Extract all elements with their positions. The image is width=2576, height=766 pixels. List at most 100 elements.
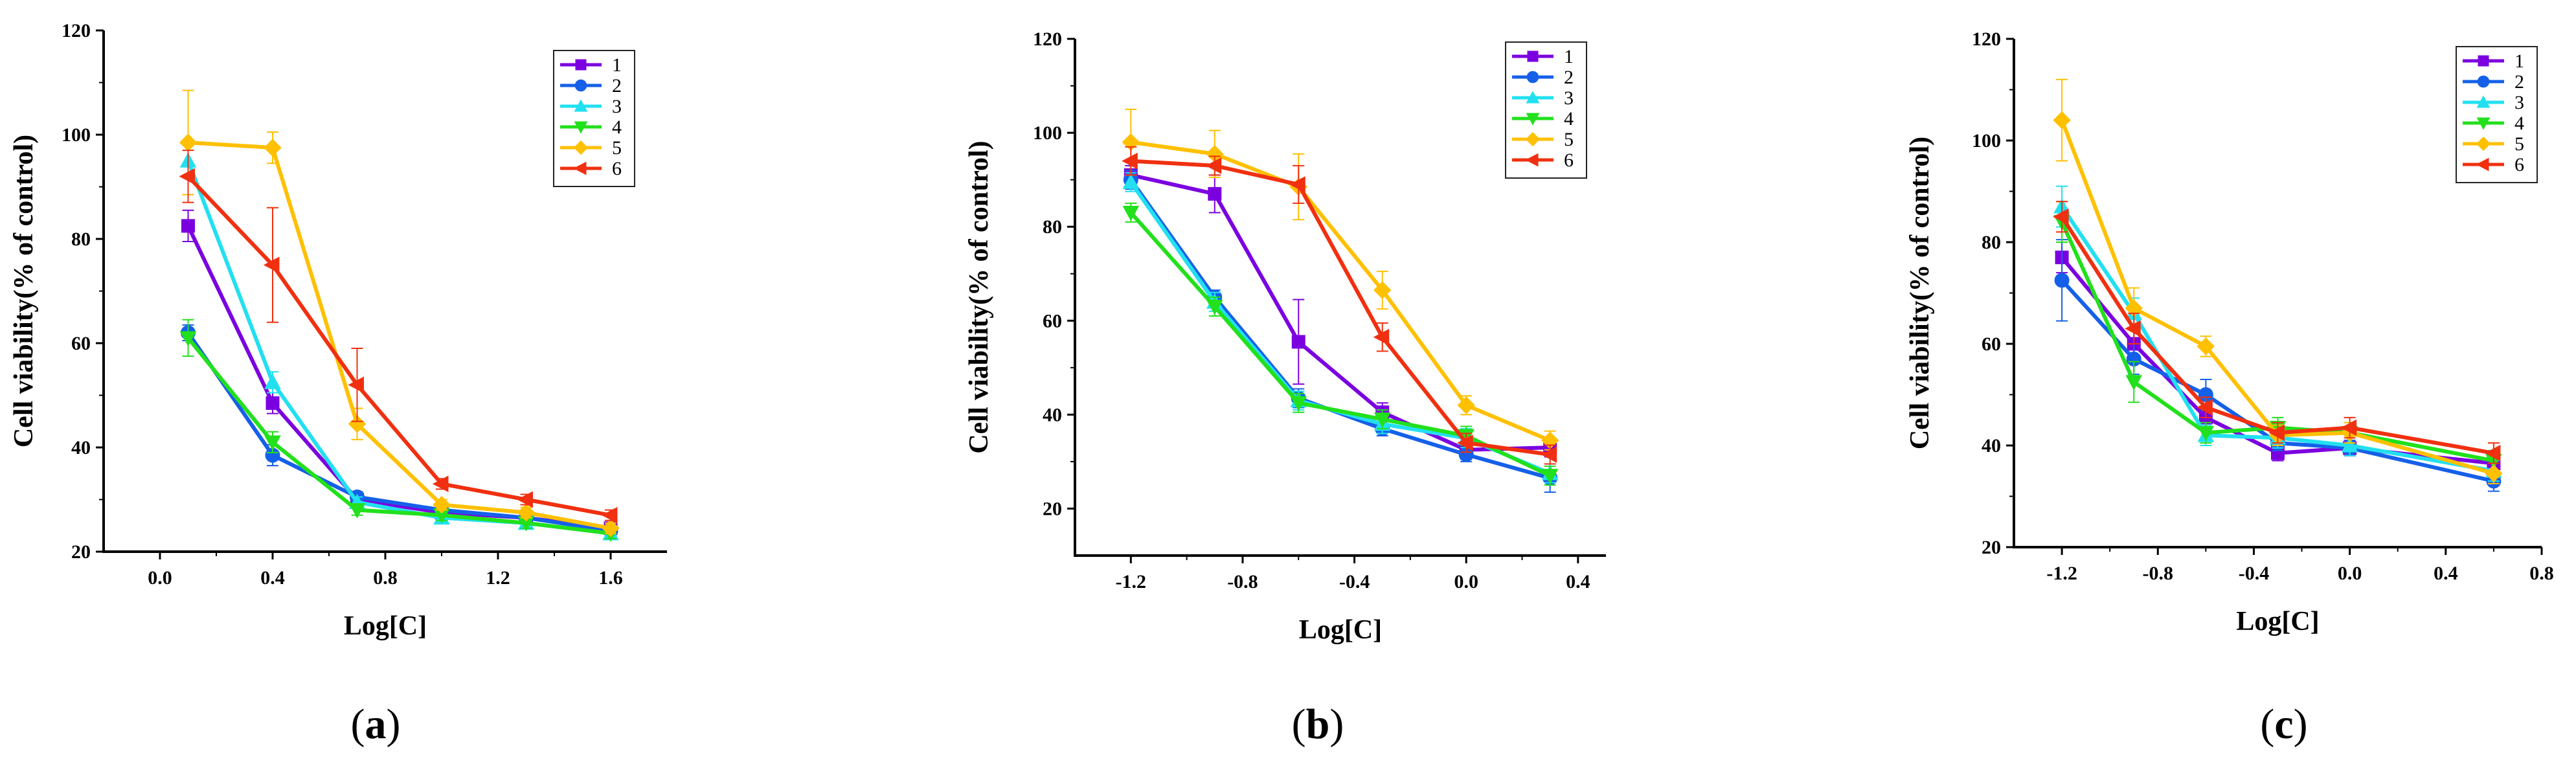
legend-marker <box>574 79 587 92</box>
chart-panel-3: -1.2 -0.8 -0.4 0.0 0.4 0.8 20 40 60 80 100 120 Log[C… <box>1905 28 2554 748</box>
y-axis-title: Cell viability(% of control) <box>9 135 39 447</box>
legend-label: 1 <box>612 54 622 76</box>
series-6 <box>1122 146 1557 465</box>
legend-marker <box>573 140 589 155</box>
legend-label: 2 <box>2514 71 2524 93</box>
series-6 <box>2053 201 2501 464</box>
series-line <box>186 337 611 535</box>
panel-label-close: ) <box>2294 701 2308 748</box>
data-point <box>2341 436 2358 453</box>
y-tick-label: 120 <box>1033 28 1062 50</box>
series-line <box>1130 140 1551 443</box>
data-point <box>264 435 281 451</box>
legend-label: 3 <box>612 96 622 117</box>
legend-marker <box>575 59 587 71</box>
series-line <box>186 332 611 533</box>
legend-marker <box>2478 55 2489 67</box>
x-axis-title: Log[C] <box>344 611 427 641</box>
data-point <box>2484 444 2501 462</box>
series-3 <box>179 144 619 541</box>
y-tick-label: 100 <box>1033 122 1062 144</box>
data-point <box>1208 186 1222 201</box>
series-line <box>1131 159 1551 456</box>
series-line <box>1129 181 1551 475</box>
legend-label: 5 <box>612 137 622 159</box>
x-axis-title: Log[C] <box>2236 607 2319 636</box>
x-tick-label: 1.2 <box>486 567 510 589</box>
legend-label: 2 <box>1564 67 1574 88</box>
series-line <box>2060 205 2494 473</box>
data-point <box>179 133 198 152</box>
legend-marker <box>1526 71 1539 84</box>
data-point <box>348 503 366 519</box>
x-axis-title: Log[C] <box>1299 615 1382 645</box>
data-point <box>179 331 197 346</box>
x-tick-label: -1.2 <box>2046 563 2077 584</box>
legend-label: 4 <box>1564 108 1574 130</box>
data-point <box>1541 469 1559 484</box>
series-2 <box>1123 170 1558 493</box>
x-tick-label: 0.4 <box>260 567 285 589</box>
x-tick-label: 0.0 <box>148 567 172 589</box>
y-tick-label: 60 <box>1043 310 1062 332</box>
data-point <box>517 491 533 508</box>
data-point <box>1457 434 1473 451</box>
data-point <box>263 256 280 274</box>
legend-label: 4 <box>612 117 622 138</box>
legend-marker <box>574 121 588 134</box>
data-point <box>601 506 618 524</box>
legend-marker <box>2476 117 2491 130</box>
series-5 <box>179 89 620 537</box>
data-point <box>1373 328 1390 346</box>
x-tick-label: 0.0 <box>2338 563 2362 584</box>
data-point <box>2268 424 2285 442</box>
series-line <box>188 141 611 530</box>
legend-marker <box>2476 95 2491 108</box>
data-point <box>2485 464 2503 482</box>
series-line <box>186 160 611 535</box>
y-tick-label: 120 <box>1972 28 2001 50</box>
legend-marker <box>573 161 587 175</box>
legend-marker <box>1525 131 1541 147</box>
y-tick-label: 100 <box>62 124 91 146</box>
series-line <box>1129 211 1551 478</box>
series-line <box>1130 173 1550 452</box>
legend-marker <box>1527 51 1539 62</box>
legend-marker <box>2476 157 2489 172</box>
series-3 <box>1122 172 1559 484</box>
panel-label: (b) <box>1292 701 1344 748</box>
y-tick-label: 60 <box>71 333 91 354</box>
y-tick-label: 20 <box>1043 498 1062 519</box>
panel-label: (a) <box>351 701 401 748</box>
series-5 <box>2053 78 2503 484</box>
data-point <box>2054 273 2070 288</box>
chart-panel-2: -1.2 -0.8 -0.4 0.0 0.4 20 40 60 80 100 120 Log[C] Ce… <box>964 28 1606 748</box>
data-point <box>264 374 281 389</box>
series-1 <box>181 209 618 535</box>
series-line <box>1129 178 1551 480</box>
data-point <box>602 519 620 537</box>
data-point <box>1205 157 1222 174</box>
data-point <box>1373 412 1391 428</box>
legend-label: 3 <box>1564 87 1574 109</box>
y-tick-label: 100 <box>1972 130 2001 152</box>
legend-label: 5 <box>1564 129 1574 150</box>
x-tick-label: 0.4 <box>2434 563 2458 584</box>
data-point <box>2197 399 2213 416</box>
data-point <box>181 219 195 233</box>
y-tick-label: 80 <box>1043 216 1062 238</box>
data-point <box>433 495 451 514</box>
legend-box <box>553 50 635 187</box>
panel-label-close: ) <box>1329 701 1344 748</box>
data-point <box>517 503 536 522</box>
data-point <box>432 475 449 493</box>
legend-box <box>1505 41 1587 179</box>
y-tick-label: 80 <box>71 229 91 250</box>
y-tick-label: 20 <box>1982 537 2001 558</box>
series-line <box>2060 216 2494 455</box>
data-point <box>179 168 195 185</box>
panel-label-letter: c <box>2274 701 2293 748</box>
x-tick-label: -0.4 <box>2239 563 2270 584</box>
legend-label: 4 <box>2514 113 2524 134</box>
panel-label-open: ( <box>1292 701 1306 748</box>
